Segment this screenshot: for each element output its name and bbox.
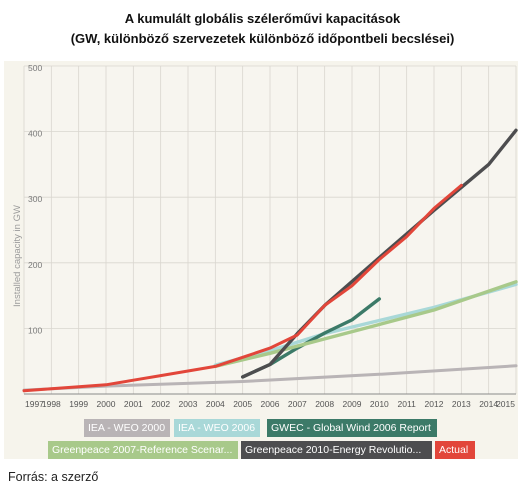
x-tick-label: 2015 [496, 399, 515, 409]
legend-item-4: Greenpeace 2010-Energy Revolutio... [241, 441, 432, 459]
x-tick-label: 1998 [42, 399, 61, 409]
source-note: Forrás: a szerző [8, 470, 99, 484]
legend-item-0: IEA - WEO 2000 [84, 419, 170, 437]
x-tick-label: 2001 [124, 399, 143, 409]
y-tick-label: 100 [28, 325, 42, 335]
x-tick-label: 2006 [261, 399, 280, 409]
y-tick-label: 300 [28, 194, 42, 204]
legend-item-5: Actual [435, 441, 475, 459]
x-tick-label: 2010 [370, 399, 389, 409]
x-tick-label: 2012 [425, 399, 444, 409]
x-tick-label: 2011 [398, 399, 417, 409]
series-line-4 [241, 128, 518, 379]
series-line-5 [22, 183, 463, 393]
y-tick-label: 400 [28, 129, 42, 139]
x-tick-label: 2004 [206, 399, 225, 409]
x-tick-label: 2009 [343, 399, 362, 409]
legend-item-1: IEA - WEO 2006 [174, 419, 260, 437]
x-tick-label: 1997 [25, 399, 44, 409]
x-tick-label: 2007 [288, 399, 307, 409]
chart-title-line2: (GW, különböző szervezetek különböző idő… [70, 31, 455, 46]
grid [23, 65, 517, 394]
x-tick-label: 2013 [452, 399, 471, 409]
x-tick-label: 2014 [479, 399, 498, 409]
legend-item-3: Greenpeace 2007-Reference Scenar... [48, 441, 238, 459]
x-tick-label: 2003 [179, 399, 198, 409]
y-tick-label: 500 [28, 63, 42, 73]
chart-title-line1: A kumulált globális szélerőművi kapacitá… [124, 11, 401, 26]
y-tick-label: 200 [28, 260, 42, 270]
x-tick-label: 1999 [69, 399, 88, 409]
x-tick-label: 2005 [233, 399, 252, 409]
series-line-3 [213, 280, 518, 369]
x-tick-label: 2008 [315, 399, 334, 409]
y-axis-label: Installed capacity in GW [12, 205, 23, 307]
series-lines [22, 128, 518, 393]
x-tick-label: 2002 [151, 399, 170, 409]
legend-item-2: GWEC - Global Wind 2006 Report [267, 419, 437, 437]
x-tick-label: 2000 [97, 399, 116, 409]
